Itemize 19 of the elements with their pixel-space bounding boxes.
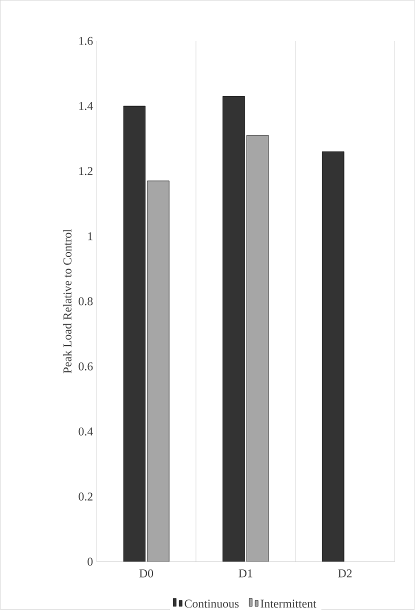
y-tick-label: 0.2 <box>78 492 93 501</box>
y-tick-label: 0.8 <box>78 297 93 306</box>
y-tick-label: 0.4 <box>78 427 94 436</box>
legend-label: Continuous <box>184 600 239 608</box>
bar <box>322 151 344 562</box>
y-tick-label: 0 <box>88 558 93 566</box>
bar <box>246 135 269 562</box>
y-axis-title: Peak Load Relative to Control <box>63 229 72 374</box>
y-tick-label: 1.4 <box>79 102 94 110</box>
x-tick-label: D2 <box>338 569 352 578</box>
y-tick-label: 1.2 <box>79 167 93 176</box>
bar <box>147 180 170 562</box>
bar <box>123 106 146 562</box>
x-tick-label: D0 <box>139 569 154 578</box>
legend-label: Intermittent <box>260 600 316 608</box>
y-tick-label: 0.6 <box>78 362 93 370</box>
y-tick-label: 1.6 <box>79 36 93 45</box>
y-tick-label: 1 <box>88 232 92 240</box>
x-tick-label: D1 <box>238 569 252 578</box>
